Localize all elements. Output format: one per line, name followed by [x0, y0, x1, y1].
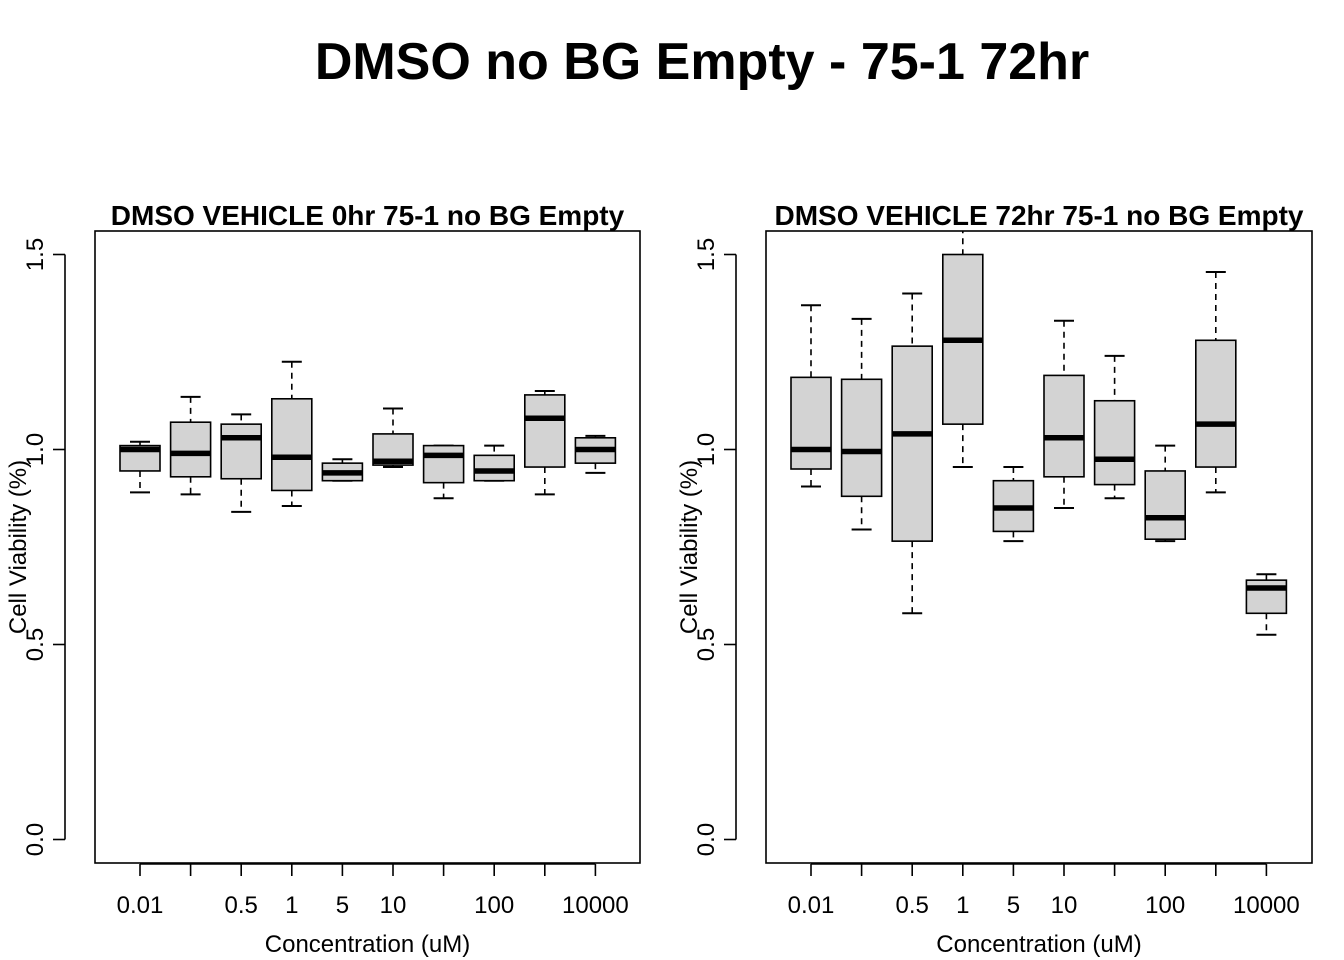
- box-iqr: [790, 376, 832, 470]
- box-iqr: [422, 444, 465, 484]
- x-tick-label: 0.5: [896, 892, 929, 919]
- x-tick-label: 10000: [562, 892, 629, 919]
- x-tick-label: 5: [1007, 892, 1020, 919]
- box-10: [1245, 573, 1288, 636]
- chart-panel-2: DMSO VEHICLE 72hr 75-1 no BG Empty 0.0 0.5…: [676, 200, 1313, 958]
- box-5: [321, 458, 364, 482]
- box-iqr: [1144, 470, 1186, 541]
- box-7: [422, 444, 465, 500]
- x-tick-label: 0.01: [117, 892, 164, 919]
- box-4: [270, 360, 313, 508]
- y-tick-label: 0.0: [22, 823, 49, 856]
- box-iqr: [1245, 579, 1288, 615]
- box-3: [891, 292, 934, 615]
- x-tick-label: 0.5: [225, 892, 258, 919]
- y-tick-label: 1.5: [693, 238, 720, 271]
- y-tick-label: 1.0: [693, 433, 720, 466]
- box-1: [790, 304, 832, 488]
- box-3: [220, 413, 262, 513]
- box-iqr: [1195, 339, 1237, 468]
- box-iqr: [473, 454, 516, 482]
- x-axis-label: Concentration (uM): [936, 931, 1141, 958]
- x-tick-label: 1: [285, 892, 298, 919]
- box-iqr: [523, 394, 566, 468]
- y-axis: 0.0 0.5 1.0 1.5 Cell Viability (%): [676, 238, 737, 856]
- box-8: [473, 444, 516, 482]
- box-8: [1144, 444, 1186, 543]
- chart-title: DMSO VEHICLE 0hr 75-1 no BG Empty: [111, 200, 625, 231]
- x-axis: 0.01 0.5 1 5 10 100 10000 Concentration (uM): [788, 863, 1300, 958]
- plot-area: [790, 231, 1288, 636]
- box-iqr: [1043, 374, 1085, 478]
- x-axis-label: Concentration (uM): [265, 931, 470, 958]
- box-iqr: [840, 378, 883, 498]
- y-tick-label: 0.0: [693, 823, 720, 856]
- plot-frame: [94, 230, 641, 864]
- box-iqr: [220, 423, 262, 480]
- plot-frame: [765, 230, 1313, 864]
- box-2: [840, 317, 883, 531]
- x-tick-label: 100: [1145, 892, 1185, 919]
- box-5: [992, 466, 1035, 543]
- box-7: [1093, 354, 1136, 500]
- x-tick-label: 5: [336, 892, 349, 919]
- y-axis: 0.0 0.5 1.0 1.5 Cell Viability (%): [5, 238, 66, 856]
- box-iqr: [270, 397, 313, 492]
- box-4: [941, 231, 984, 469]
- chart-title: DMSO VEHICLE 72hr 75-1 no BG Empty: [775, 200, 1304, 231]
- box-6: [372, 407, 414, 469]
- box-10: [574, 434, 617, 474]
- plot-area: [119, 360, 617, 513]
- box-2: [169, 395, 212, 496]
- x-tick-label: 100: [474, 892, 514, 919]
- box-iqr: [169, 421, 212, 478]
- x-tick-label: 0.01: [788, 892, 835, 919]
- y-axis-label: Cell Viability (%): [5, 460, 32, 634]
- box-iqr: [1093, 399, 1136, 486]
- box-iqr: [891, 345, 934, 542]
- x-tick-label: 10: [380, 892, 407, 919]
- y-tick-label: 1.5: [22, 238, 49, 271]
- x-tick-label: 10000: [1233, 892, 1300, 919]
- figure-title: DMSO no BG Empty - 75-1 72hr: [314, 33, 1090, 91]
- box-9: [523, 390, 566, 496]
- y-tick-label: 1.0: [22, 433, 49, 466]
- chart-panel-1: DMSO VEHICLE 0hr 75-1 no BG Empty 0.0 0.5 1…: [5, 200, 641, 958]
- y-tick-label: 0.5: [693, 628, 720, 661]
- x-tick-label: 10: [1051, 892, 1078, 919]
- x-tick-label: 1: [956, 892, 969, 919]
- x-axis: 0.01 0.5 1 5 10 100 10000 Concentration (uM): [117, 863, 629, 958]
- box-6: [1043, 319, 1085, 509]
- y-axis-label: Cell Viability (%): [676, 460, 703, 634]
- box-1: [119, 440, 161, 494]
- y-tick-label: 0.5: [22, 628, 49, 661]
- box-9: [1195, 271, 1237, 494]
